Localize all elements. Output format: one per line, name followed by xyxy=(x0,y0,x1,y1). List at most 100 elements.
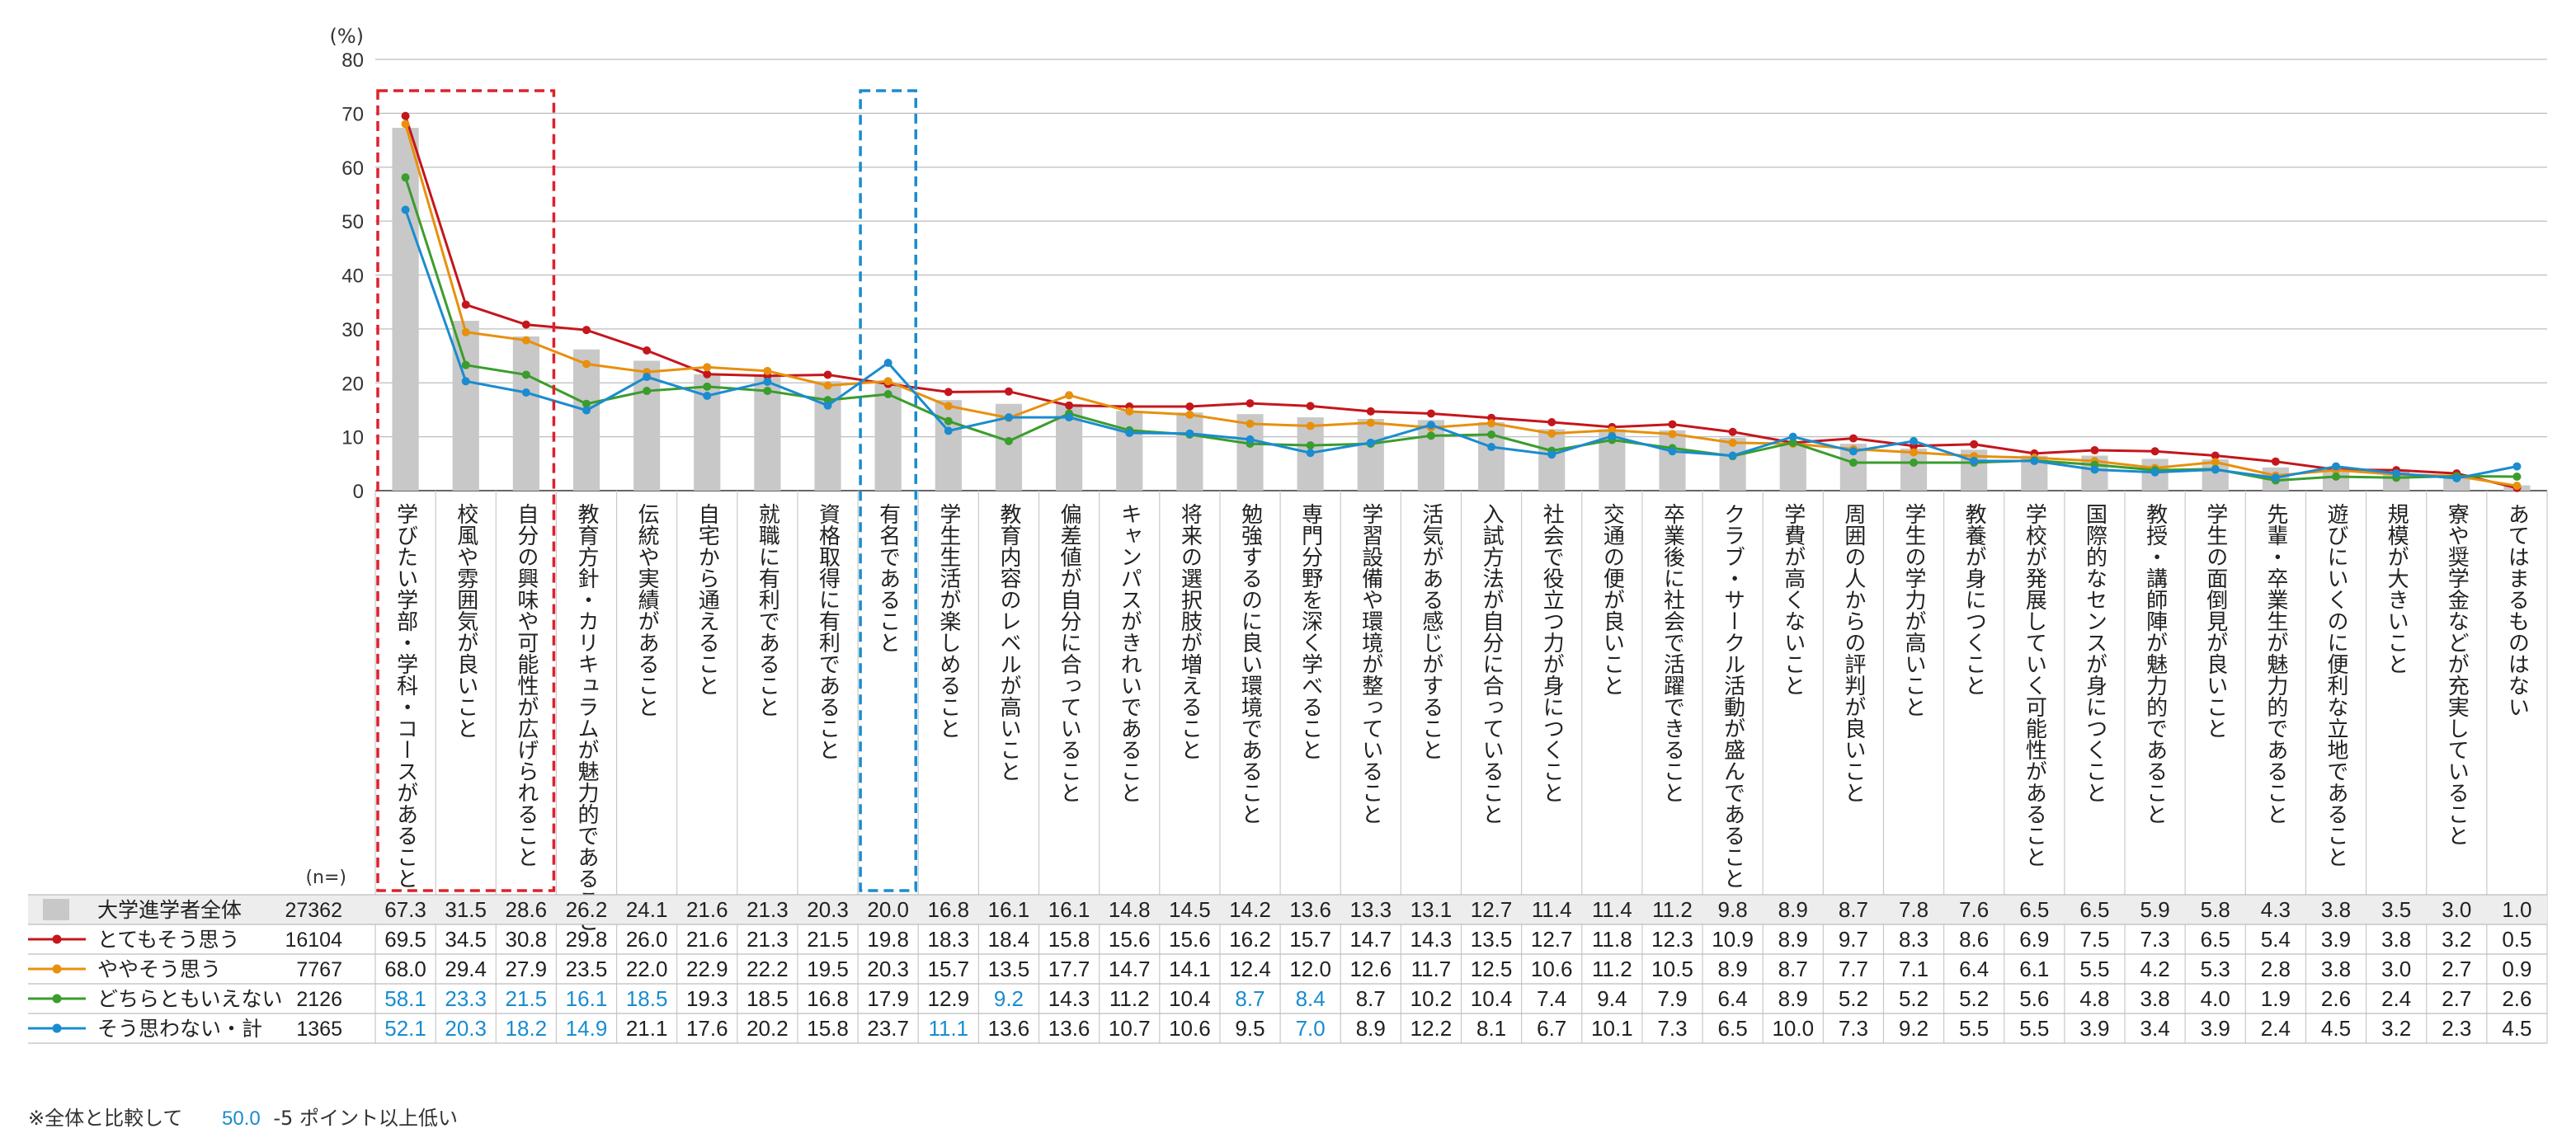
table-cell-2-16: 12.0 xyxy=(1289,957,1331,981)
bar-3 xyxy=(512,336,539,491)
category-label-9: 有名であること xyxy=(876,503,901,653)
table-cell-2-18: 11.7 xyxy=(1411,957,1452,981)
table-cell-0-5: 24.1 xyxy=(626,897,668,922)
series-point-3-5 xyxy=(643,387,652,396)
table-cell-4-31: 3.9 xyxy=(2201,1016,2230,1041)
y-tick-label-10: 10 xyxy=(341,427,364,449)
table-cell-4-14: 10.6 xyxy=(1169,1016,1211,1041)
table-cell-0-8: 20.3 xyxy=(807,897,849,922)
legend-n-0: 27362 xyxy=(285,899,342,922)
table-cell-4-30: 3.4 xyxy=(2140,1016,2170,1041)
bar-13 xyxy=(1116,411,1143,491)
table-cell-4-12: 13.6 xyxy=(1048,1016,1090,1041)
table-cell-2-7: 22.2 xyxy=(746,957,789,981)
series-point-1-12 xyxy=(1065,401,1074,410)
category-label-34: 規模が大きいこと xyxy=(2384,503,2409,675)
series-point-2-17 xyxy=(1366,418,1375,427)
y-tick-label-40: 40 xyxy=(341,266,364,288)
table-cell-2-5: 22.0 xyxy=(626,957,668,981)
series-point-1-8 xyxy=(823,370,832,379)
table-cell-4-27: 5.5 xyxy=(1959,1016,1989,1041)
table-cell-4-28: 5.5 xyxy=(2019,1016,2049,1041)
bar-14 xyxy=(1176,412,1203,491)
bar-17 xyxy=(1357,419,1384,491)
category-label-10: 学生生活が楽しめること xyxy=(936,503,961,739)
category-label-21: 交通の便が良いこと xyxy=(1599,503,1624,696)
table-cell-3-25: 5.2 xyxy=(1839,986,1868,1011)
footnote-sample: 50.0 xyxy=(222,1107,261,1130)
table-cell-3-15: 8.7 xyxy=(1235,986,1264,1011)
table-cell-0-13: 14.8 xyxy=(1109,897,1151,922)
table-cell-2-32: 2.8 xyxy=(2261,957,2291,981)
category-label-27: 教養が身につくこと xyxy=(1961,503,1986,696)
series-point-3-16 xyxy=(1306,441,1315,450)
table-cell-1-32: 5.4 xyxy=(2261,927,2291,952)
table-cell-2-33: 3.8 xyxy=(2321,957,2351,981)
table-cell-2-1: 68.0 xyxy=(384,957,426,981)
table-cell-1-28: 6.9 xyxy=(2019,927,2049,952)
table-cell-3-16: 8.4 xyxy=(1296,986,1326,1011)
highlight-box-1 xyxy=(376,89,556,892)
series-point-3-26 xyxy=(1910,458,1919,468)
series-point-3-11 xyxy=(1004,436,1013,445)
table-cell-1-31: 6.5 xyxy=(2201,927,2230,952)
series-point-1-4 xyxy=(582,326,591,335)
table-cell-2-34: 3.0 xyxy=(2381,957,2411,981)
table-cell-1-26: 8.3 xyxy=(1899,927,1928,952)
table-cell-1-15: 16.2 xyxy=(1229,927,1271,952)
series-point-1-11 xyxy=(1004,387,1013,396)
series-point-3-19 xyxy=(1487,430,1496,440)
table-cell-1-7: 21.3 xyxy=(746,927,789,952)
y-unit-label: (%) xyxy=(329,25,364,48)
table-cell-2-26: 7.1 xyxy=(1899,957,1928,981)
series-point-2-9 xyxy=(883,377,892,386)
category-label-13: キャンパスがきれいであること xyxy=(1117,503,1142,803)
series-point-4-3 xyxy=(521,388,530,397)
table-cell-0-10: 16.8 xyxy=(928,897,970,922)
table-cell-2-36: 0.9 xyxy=(2502,957,2531,981)
table-cell-4-1: 52.1 xyxy=(384,1016,426,1041)
table-cell-2-8: 19.5 xyxy=(807,957,849,981)
series-point-2-31 xyxy=(2211,458,2220,467)
category-label-31: 学生の面倒見が良いこと xyxy=(2203,503,2228,739)
table-cell-2-19: 12.5 xyxy=(1471,957,1513,981)
series-point-4-19 xyxy=(1487,443,1496,452)
table-cell-3-10: 12.9 xyxy=(928,986,970,1011)
table-cell-2-29: 5.5 xyxy=(2079,957,2109,981)
legend-swatch-dot-2 xyxy=(52,964,62,974)
table-cell-2-14: 14.1 xyxy=(1169,957,1211,981)
table-cell-4-33: 4.5 xyxy=(2321,1016,2351,1041)
category-label-17: 学習設備や環境が整っていること xyxy=(1359,503,1383,825)
table-cell-0-15: 14.2 xyxy=(1229,897,1271,922)
series-point-4-28 xyxy=(2030,457,2039,466)
table-cell-4-6: 17.6 xyxy=(686,1016,728,1041)
series-point-1-23 xyxy=(1728,427,1737,436)
table-cell-0-30: 5.9 xyxy=(2140,897,2170,922)
table-cell-2-3: 27.9 xyxy=(506,957,548,981)
series-point-4-12 xyxy=(1065,413,1074,422)
series-line-2 xyxy=(404,124,2517,487)
table-cell-3-24: 8.9 xyxy=(1778,986,1808,1011)
bar-4 xyxy=(572,349,600,491)
table-cell-3-23: 6.4 xyxy=(1718,986,1748,1011)
table-cell-3-30: 3.8 xyxy=(2140,986,2170,1011)
table-cell-3-35: 2.7 xyxy=(2442,986,2471,1011)
table-cell-1-6: 21.6 xyxy=(686,927,728,952)
series-point-3-9 xyxy=(883,389,892,398)
table-cell-3-9: 17.9 xyxy=(867,986,909,1011)
table-cell-0-29: 6.5 xyxy=(2079,897,2109,922)
legend-n-1: 16104 xyxy=(285,929,342,952)
category-label-14: 将来の選択肢が増えること xyxy=(1177,503,1202,760)
series-point-1-22 xyxy=(1668,420,1677,429)
table-cell-0-21: 11.4 xyxy=(1592,897,1632,922)
series-point-4-22 xyxy=(1668,447,1677,456)
series-point-1-32 xyxy=(2271,457,2280,466)
table-cell-1-9: 19.8 xyxy=(867,927,909,952)
series-point-4-34 xyxy=(2392,469,2401,478)
series-point-1-27 xyxy=(1970,440,1979,449)
series-point-1-15 xyxy=(1246,399,1255,408)
table-cell-1-18: 14.3 xyxy=(1410,927,1453,952)
table-cell-3-34: 2.4 xyxy=(2381,986,2411,1011)
series-point-4-17 xyxy=(1366,438,1375,447)
